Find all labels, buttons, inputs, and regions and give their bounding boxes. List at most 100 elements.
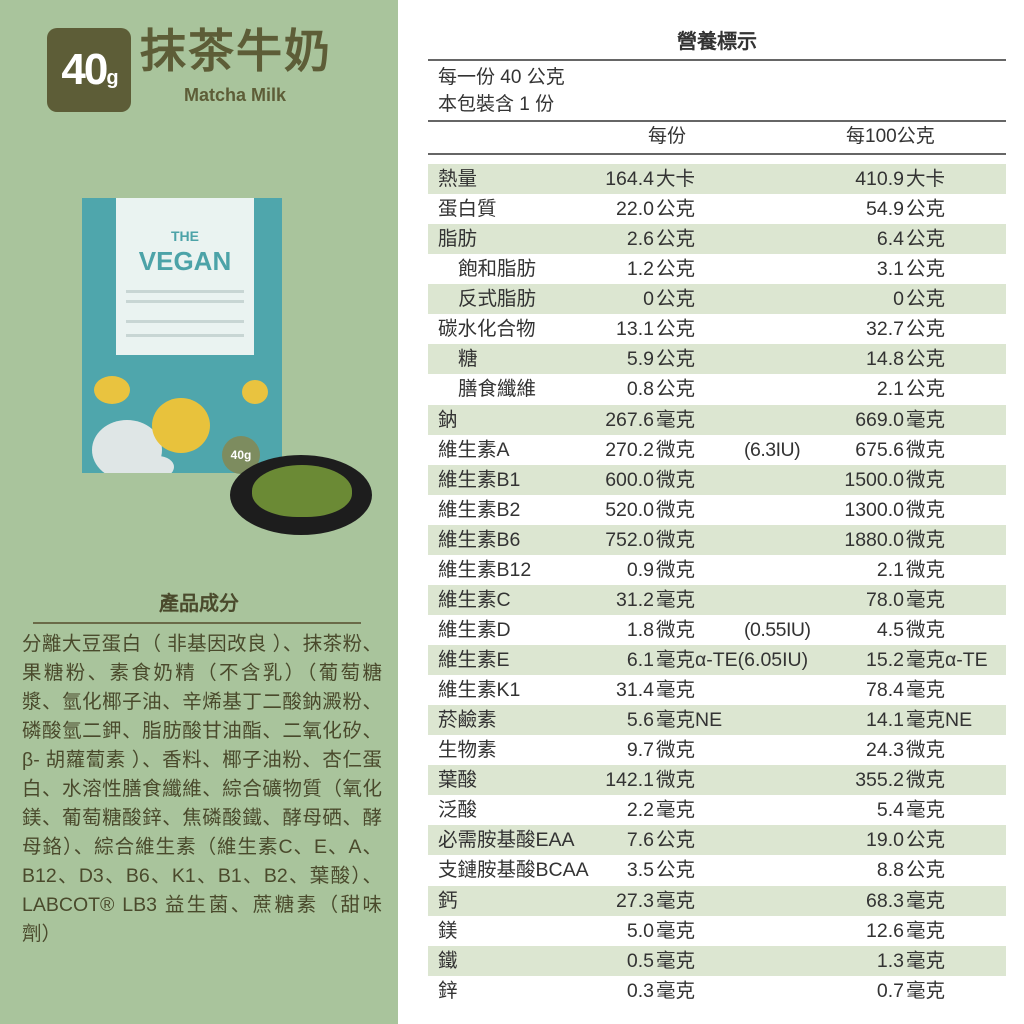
table-row: 支鏈胺基酸BCAA 3.5 公克 8.8 公克: [428, 855, 1006, 885]
per-100g-unit: 公克: [906, 318, 946, 341]
per-100g-value: 32.7: [866, 318, 904, 341]
bag-fine-print: [126, 300, 244, 303]
product-bag-image: THE VEGAN: [82, 198, 282, 473]
per-serving-unit: 公克: [656, 829, 696, 852]
per-100g-unit: 毫克: [906, 588, 946, 611]
per-serving-unit: 毫克: [656, 919, 696, 942]
nutrient-name: 菸鹼素: [438, 709, 497, 732]
per-100g-unit: 公克: [906, 829, 946, 852]
per-100g-unit: 公克: [906, 378, 946, 401]
per-serving-value: 13.1: [616, 318, 654, 341]
per-serving-unit: 毫克: [656, 979, 696, 1002]
nutrient-name: 熱量: [438, 168, 478, 190]
decor-circle: [152, 398, 210, 453]
per-100g-unit: 毫克: [906, 408, 946, 431]
nutrient-name: 飽和脂肪: [458, 258, 537, 281]
ingredients-title: 產品成分: [159, 593, 239, 615]
nutrient-name: 維生素K1: [438, 679, 521, 702]
divider: [33, 622, 361, 624]
per-serving-unit: 毫克: [656, 408, 696, 431]
per-serving-unit: 公克: [656, 859, 696, 882]
nutrient-name: 糖: [458, 348, 478, 371]
ingredients-text: 分離大豆蛋白（ 非基因改良 ）、抹茶粉、果糖粉、素食奶精（不含乳）（葡萄糖漿、氫…: [22, 633, 382, 945]
per-serving-unit: 微克: [656, 438, 696, 461]
per-100g-value: 1300.0: [844, 498, 904, 521]
per-serving-value: 1.2: [626, 258, 654, 281]
per-serving-unit: 公克: [656, 318, 696, 341]
bag-brand: VEGAN: [138, 246, 232, 276]
per-100g-unit: 毫克: [906, 979, 946, 1002]
per-serving-value: 5.9: [626, 348, 654, 371]
per-serving-value: 22.0: [616, 198, 654, 221]
nutrient-name: 膳食纖維: [458, 378, 537, 401]
table-row: 維生素B12 0.9 微克 2.1 微克: [428, 555, 1006, 585]
nutrient-name: 反式脂肪: [458, 288, 537, 311]
table-row: 鎂 5.0 毫克 12.6 毫克: [428, 916, 1006, 946]
per-100g-value: 6.4: [876, 228, 904, 251]
per-100g-unit: 公克: [906, 258, 946, 281]
per-serving-unit: 公克: [656, 288, 696, 311]
nutrient-name: 鐵: [438, 949, 458, 972]
per-serving-value: 31.4: [616, 679, 654, 702]
table-row: 脂肪 2.6 公克 6.4 公克: [428, 224, 1006, 255]
divider: [428, 120, 1006, 122]
divider: [428, 153, 1006, 155]
column-header-per-serving: 每份: [648, 126, 687, 147]
per-serving-unit: 公克: [656, 258, 696, 281]
bag-fine-print: [126, 320, 244, 323]
per-serving-value: 0.5: [626, 949, 654, 972]
per-100g-value: 4.5: [876, 618, 904, 641]
table-row: 鋅 0.3 毫克 0.7 毫克: [428, 976, 1006, 1006]
product-name-zh: 抹茶牛奶: [140, 25, 332, 77]
nutrient-name: 維生素B2: [438, 498, 521, 521]
nutrition-rows: 熱量 164.4 大卡 410.9 大卡 蛋白質 22.0 公克 54.9 公克 脂肪 2.6 公克 6.…: [428, 164, 1006, 1006]
nutrition-title: 營養標示: [677, 31, 757, 53]
per-serving-value: 267.6: [605, 408, 654, 431]
weight-unit: g: [106, 67, 118, 89]
decor-circle: [142, 456, 174, 473]
table-row: 熱量 164.4 大卡 410.9 大卡: [428, 164, 1006, 195]
per-serving-value: 0.8: [626, 378, 654, 401]
per-serving-value: 1.8: [626, 618, 654, 641]
per-serving-value: 164.4: [605, 168, 654, 190]
per-100g-value: 3.1: [876, 258, 904, 281]
per-serving-value: 9.7: [626, 739, 654, 762]
per-100g-value: 1500.0: [844, 468, 904, 491]
table-row: 生物素 9.7 微克 24.3 微克: [428, 735, 1006, 765]
per-100g-unit: 微克: [906, 438, 946, 461]
nutrient-name: 碳水化合物: [438, 318, 536, 341]
per-serving-unit: 毫克: [656, 949, 696, 972]
decor-circle: [242, 380, 268, 404]
per-100g-value: 0: [893, 288, 904, 311]
per-serving-value: 142.1: [605, 769, 654, 792]
nutrient-name: 維生素D: [438, 618, 511, 641]
per-serving-value: 6.1: [626, 649, 654, 671]
per-100g-unit: 微克: [906, 468, 946, 491]
per-serving-unit: 大卡: [656, 168, 696, 190]
serving-info: 每一份 40 公克 本包裝含 1 份: [438, 64, 565, 118]
table-row: 飽和脂肪 1.2 公克 3.1 公克: [428, 254, 1006, 284]
nutrient-name: 蛋白質: [438, 198, 497, 221]
nutrient-name: 維生素B6: [438, 528, 521, 551]
per-100g-value: 78.0: [866, 588, 904, 611]
per-serving-value: 600.0: [605, 468, 654, 491]
table-row: 蛋白質 22.0 公克 54.9 公克: [428, 194, 1006, 224]
nutrient-name: 維生素B1: [438, 468, 521, 491]
table-row: 維生素K1 31.4 毫克 78.4 毫克: [428, 675, 1006, 705]
per-serving-value: 5.6: [626, 709, 654, 732]
per-100g-unit: 毫克NE: [906, 709, 973, 732]
nutrient-name: 維生素A: [438, 438, 510, 461]
nutrient-name: 生物素: [438, 739, 497, 762]
per-serving-unit: 公克: [656, 228, 696, 251]
table-row: 維生素C 31.2 毫克 78.0 毫克: [428, 584, 1006, 615]
per-serving-value: 2.2: [626, 799, 654, 822]
table-row: 維生素D 1.8 微克 (0.55IU) 4.5 微克: [428, 615, 1006, 645]
per-serving-unit: 毫克α-TE(6.05IU): [656, 649, 809, 671]
table-row: 鈣 27.3 毫克 68.3 毫克: [428, 885, 1006, 916]
per-100g-value: 355.2: [855, 769, 904, 792]
table-row: 維生素B2 520.0 微克 1300.0 微克: [428, 495, 1006, 525]
per-100g-unit: 毫克α-TE: [906, 649, 988, 671]
bag-brand-top: THE: [171, 228, 199, 244]
per-100g-value: 68.3: [866, 889, 904, 912]
per-serving-unit: 微克: [656, 739, 696, 762]
